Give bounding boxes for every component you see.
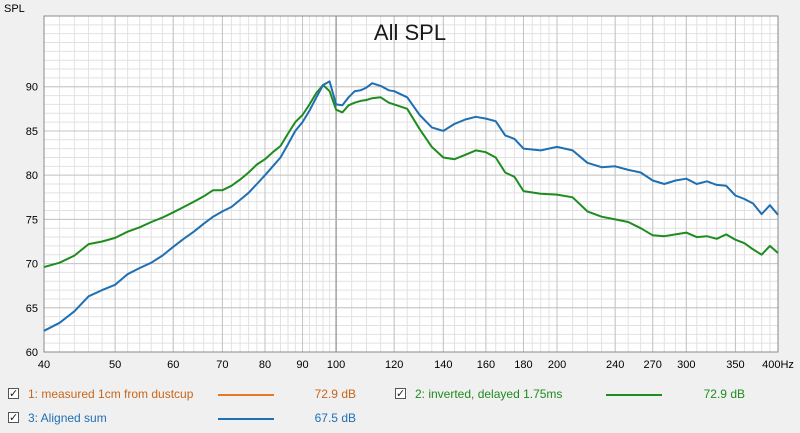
y-tick-label: 60: [26, 347, 38, 359]
legend: 1: measured 1cm from dustcup 72.9 dB 2: …: [0, 381, 800, 433]
legend-item-2[interactable]: 2: inverted, delayed 1.75ms 72.9 dB: [395, 384, 795, 404]
x-tick-label: 400Hz: [762, 359, 794, 371]
x-tick-label: 50: [109, 359, 121, 371]
x-tick-label: 200: [548, 359, 566, 371]
x-tick-label: 160: [477, 359, 495, 371]
x-tick-label: 100: [327, 359, 345, 371]
legend-label-3: 3: Aligned sum: [28, 411, 107, 425]
legend-checkbox-2[interactable]: [395, 384, 406, 404]
legend-item-3[interactable]: 3: Aligned sum 67.5 dB: [8, 408, 398, 428]
plot-border: [43, 15, 779, 353]
legend-swatch-2: [606, 394, 662, 396]
x-tick-label: 240: [606, 359, 624, 371]
legend-label-2: 2: inverted, delayed 1.75ms: [415, 387, 563, 401]
x-tick-label: 90: [296, 359, 308, 371]
x-tick-label: 120: [385, 359, 403, 371]
legend-value-2: 72.9 dB: [703, 387, 745, 401]
legend-value-1: 72.9 dB: [314, 387, 356, 401]
legend-swatch-1: [218, 394, 274, 396]
legend-checkbox-3[interactable]: [8, 408, 19, 428]
legend-item-1[interactable]: 1: measured 1cm from dustcup 72.9 dB: [8, 384, 398, 404]
y-tick-label: 75: [26, 214, 38, 226]
y-tick-label: 80: [26, 170, 38, 182]
chart-area: 60 65 70 75 80 85 90 40 50 60 70 80 90 100 120 140 160 18…: [4, 3, 794, 371]
x-tick-label: 180: [514, 359, 532, 371]
x-tick-label: 300: [677, 359, 695, 371]
chart-title: All SPL: [373, 20, 447, 45]
legend-label-1: 1: measured 1cm from dustcup: [28, 387, 194, 401]
x-tick-label: 60: [167, 359, 179, 371]
y-tick-label: 90: [26, 82, 38, 94]
x-tick-label: 40: [38, 359, 50, 371]
legend-checkbox-1[interactable]: [8, 384, 19, 404]
y-tick-label: 70: [26, 259, 38, 271]
series-line-2: [43, 84, 779, 269]
x-tick-label: 270: [644, 359, 662, 371]
spl-plot: 60 65 70 75 80 85 90 40 50 60 70 80 90 100 120 140 160 18…: [26, 15, 794, 371]
x-tick-label: 350: [726, 359, 744, 371]
legend-value-3: 67.5 dB: [314, 411, 356, 425]
y-tick-label: 65: [26, 303, 38, 315]
series-line-3: [43, 80, 779, 332]
y-tick-label: 85: [26, 126, 38, 138]
y-axis-label: SPL: [4, 3, 25, 15]
x-tick-label: 140: [434, 359, 452, 371]
x-tick-label: 80: [259, 359, 271, 371]
legend-swatch-3: [218, 418, 274, 420]
x-tick-label: 70: [216, 359, 228, 371]
